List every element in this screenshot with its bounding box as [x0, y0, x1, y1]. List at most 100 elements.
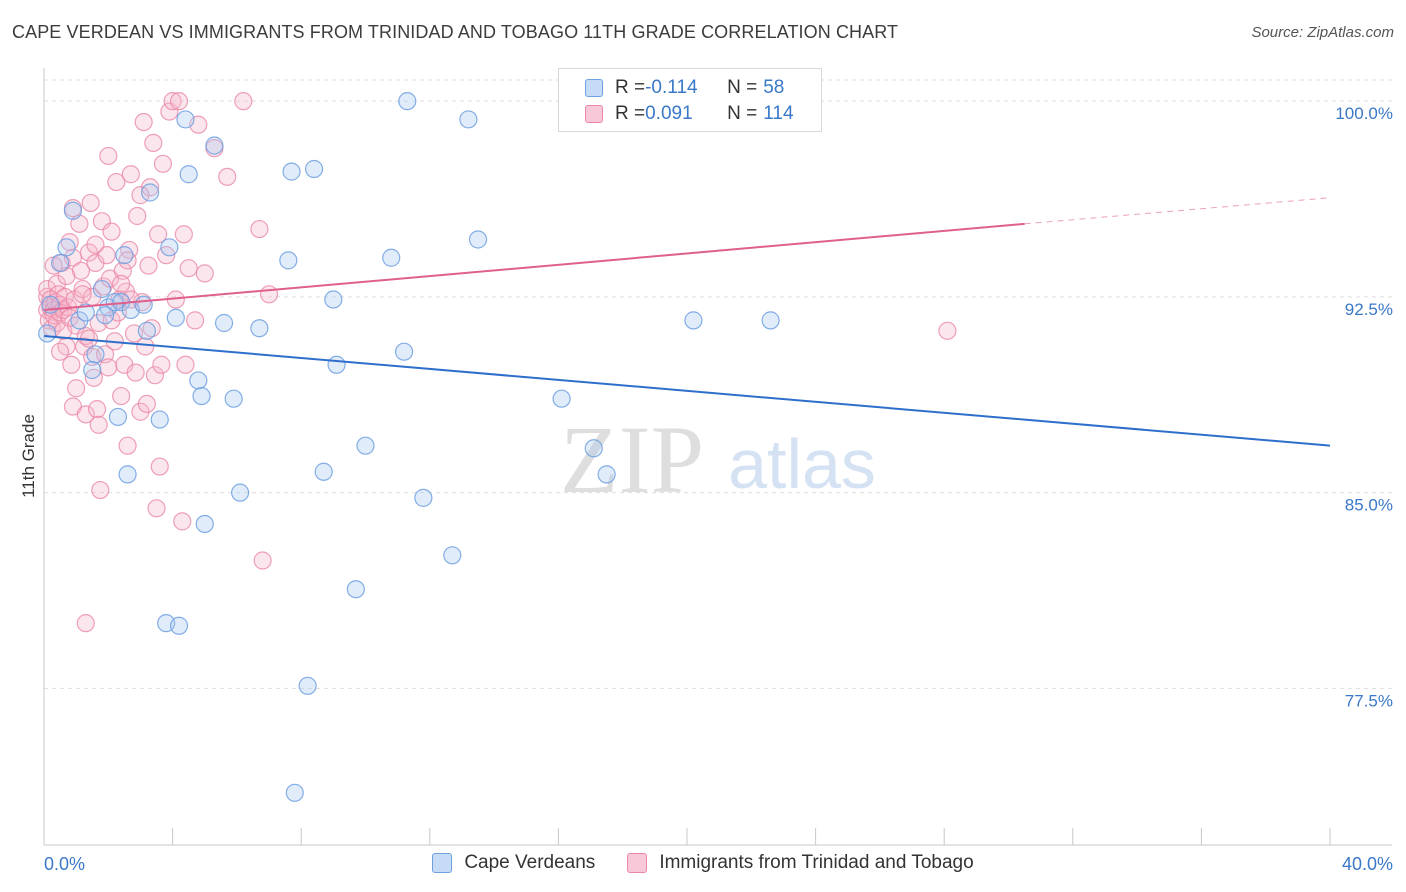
pink-point — [179, 259, 198, 278]
blue-point — [356, 436, 375, 455]
x-tick-label-max: 40.0% — [1342, 854, 1393, 874]
pink-point — [99, 146, 118, 166]
blue-point — [468, 230, 488, 249]
pink-point — [62, 355, 81, 374]
pink-point — [145, 366, 165, 385]
legend-swatch-blue — [432, 853, 453, 873]
blue-point — [414, 488, 433, 507]
pink-point — [153, 154, 173, 173]
blue-point — [761, 311, 780, 330]
pink-point — [91, 480, 110, 500]
legend-label-cape-verdeans: Cape Verdeans — [464, 852, 596, 873]
pink-point — [938, 321, 957, 340]
legend-n-label: N = — [727, 103, 758, 124]
legend-row-blue: R = -0.114 N = 58 — [585, 77, 784, 99]
blue-point — [552, 389, 571, 408]
pink-point — [107, 172, 126, 192]
legend-n-value: 114 — [763, 103, 794, 124]
blue-point — [285, 783, 304, 802]
pink-point — [234, 92, 253, 111]
pink-point — [176, 355, 195, 374]
pink-point — [99, 358, 118, 377]
pink-point — [136, 337, 155, 356]
pink-point — [71, 261, 91, 280]
pink-point — [113, 261, 132, 280]
blue-point — [443, 546, 462, 565]
pink-point — [118, 436, 137, 455]
pink-point — [174, 225, 193, 244]
pink-point — [163, 92, 182, 111]
y-tick-label: 77.5% — [1345, 691, 1393, 710]
blue-point — [179, 165, 198, 184]
legend-swatch-blue — [585, 79, 603, 97]
legend-n-label: N = — [727, 77, 758, 98]
pink-point — [250, 219, 269, 239]
blue-point — [192, 386, 211, 406]
blue-point — [63, 201, 83, 220]
blue-point — [92, 279, 111, 299]
pink-trend-extension — [1024, 197, 1331, 225]
blue-point — [324, 290, 343, 309]
blue-point — [327, 355, 346, 374]
legend-r-value: 0.091 — [645, 103, 693, 124]
pink-point — [147, 499, 166, 518]
pink-trend-line — [43, 222, 1025, 311]
y-tick-label: 85.0% — [1345, 496, 1393, 515]
blue-point — [166, 308, 185, 327]
pink-point — [144, 133, 163, 153]
blue-point — [86, 345, 105, 364]
pink-point — [126, 363, 145, 382]
blue-point — [205, 136, 224, 155]
pink-point — [142, 319, 161, 338]
pink-point — [60, 232, 79, 252]
blue-point — [160, 238, 179, 257]
legend-row-pink: R = 0.091 N = 114 — [585, 103, 794, 125]
blue-point — [38, 324, 57, 343]
pink-point — [150, 457, 169, 476]
y-axis-label: 11th Grade — [19, 414, 38, 498]
pink-point — [76, 614, 95, 633]
watermark-zip: ZIP — [560, 406, 704, 513]
blue-point — [134, 295, 153, 314]
pink-series-points — [38, 92, 957, 633]
legend-r-value: -0.114 — [645, 77, 698, 98]
blue-point — [57, 238, 76, 257]
y-tick-label: 100.0% — [1335, 104, 1393, 123]
blue-point — [95, 306, 115, 325]
blue-point — [115, 246, 134, 265]
pink-point — [112, 274, 131, 293]
blue-point — [231, 483, 250, 502]
blue-point — [279, 251, 298, 270]
source-label: Source: ZipAtlas.com — [1251, 24, 1394, 41]
correlation-legend: R = -0.114 N = 58 R = 0.091 N = 114 — [558, 68, 822, 132]
pink-point — [89, 415, 108, 434]
blue-point — [394, 342, 414, 361]
blue-point — [176, 110, 195, 129]
blue-point — [282, 162, 301, 181]
blue-point — [250, 319, 269, 338]
pink-point — [139, 256, 158, 275]
pink-point — [67, 379, 86, 398]
legend-r-label: R = — [615, 103, 646, 124]
chart-title: CAPE VERDEAN VS IMMIGRANTS FROM TRINIDAD… — [12, 22, 899, 42]
blue-point — [189, 371, 208, 390]
x-tick-label-min: 0.0% — [44, 854, 85, 874]
legend-r-label: R = — [615, 77, 646, 98]
pink-point — [81, 193, 100, 213]
blue-point — [584, 439, 603, 458]
pink-point — [259, 285, 279, 304]
blue-point — [684, 311, 703, 330]
pink-point — [169, 92, 189, 111]
pink-point — [50, 342, 70, 361]
blue-point — [76, 303, 95, 322]
legend-item-cape-verdeans: Cape Verdeans — [432, 852, 595, 874]
pink-point — [137, 394, 156, 414]
pink-point — [118, 251, 137, 270]
watermark-atlas: atlas — [728, 425, 876, 503]
pink-point — [218, 167, 237, 186]
pink-point — [149, 225, 168, 244]
blue-point — [597, 465, 616, 484]
pink-point — [38, 279, 57, 299]
pink-point — [121, 165, 140, 184]
blue-point — [224, 389, 243, 408]
